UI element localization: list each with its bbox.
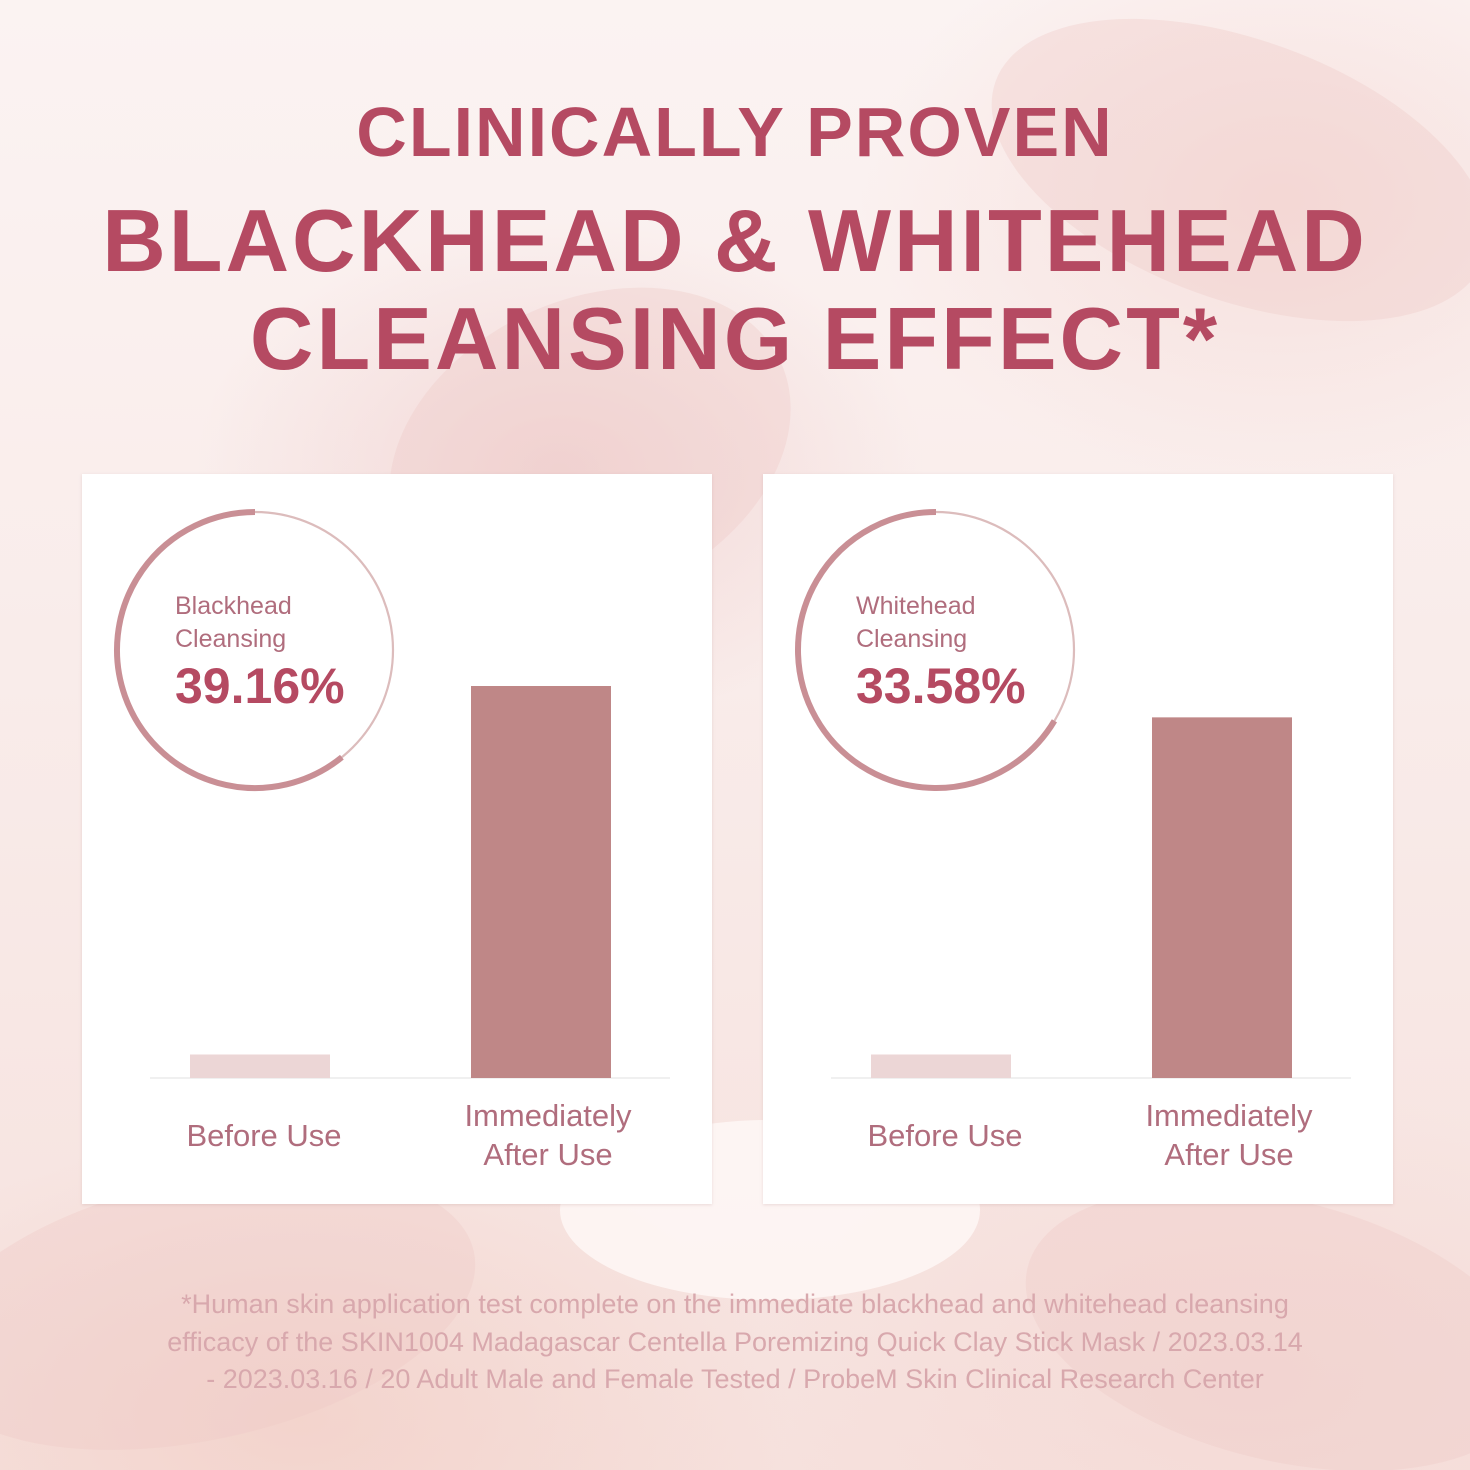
whitehead-chart-panel: Whitehead Cleansing 33.58% Before Use Immedi… bbox=[763, 474, 1393, 1204]
ring-label-line: Cleansing bbox=[175, 625, 286, 653]
headline-main: BLACKHEAD & WHITEHEAD CLEANSING EFFECT* bbox=[0, 192, 1470, 388]
headline-line-1: BLACKHEAD & WHITEHEAD bbox=[102, 191, 1368, 290]
progress-ring-arc bbox=[114, 509, 344, 791]
ring-label-line: Blackhead bbox=[175, 592, 292, 620]
category-label: After Use bbox=[483, 1137, 612, 1172]
blackhead-chart-panel: Blackhead Cleansing 39.16% Before Use Immedi… bbox=[82, 474, 712, 1204]
category-label: Immediately bbox=[464, 1098, 632, 1133]
footnote-line-1: *Human skin application test complete on… bbox=[181, 1289, 1289, 1319]
category-label: Before Use bbox=[867, 1118, 1022, 1153]
category-label: After Use bbox=[1164, 1137, 1293, 1172]
footnote-line-2: efficacy of the SKIN1004 Madagascar Cent… bbox=[167, 1326, 1303, 1357]
chart-svg: Blackhead Cleansing 39.16% Before Use Immedi… bbox=[114, 509, 670, 1172]
chart-svg: Whitehead Cleansing 33.58% Before Use Immedi… bbox=[795, 509, 1351, 1172]
category-label: Before Use bbox=[186, 1118, 341, 1153]
bar-after-use bbox=[471, 686, 611, 1078]
headline-clinically-proven: CLINICALLY PROVEN bbox=[356, 93, 1114, 171]
headline-line-2: CLEANSING EFFECT* bbox=[249, 289, 1221, 388]
footnote: *Human skin application test complete on… bbox=[0, 1286, 1470, 1399]
ring-value: 39.16% bbox=[175, 658, 345, 714]
category-label: Immediately bbox=[1145, 1098, 1313, 1133]
footnote-line-3: - 2023.03.16 / 20 Adult Male and Female … bbox=[206, 1364, 1264, 1394]
progress-ring-arc bbox=[795, 509, 1058, 791]
ring-value: 33.58% bbox=[856, 658, 1026, 714]
ring-label-line: Cleansing bbox=[856, 625, 967, 653]
bar-before-use bbox=[871, 1054, 1011, 1078]
bar-after-use bbox=[1152, 717, 1292, 1078]
ring-label-line: Whitehead bbox=[856, 592, 976, 620]
bar-before-use bbox=[190, 1054, 330, 1078]
